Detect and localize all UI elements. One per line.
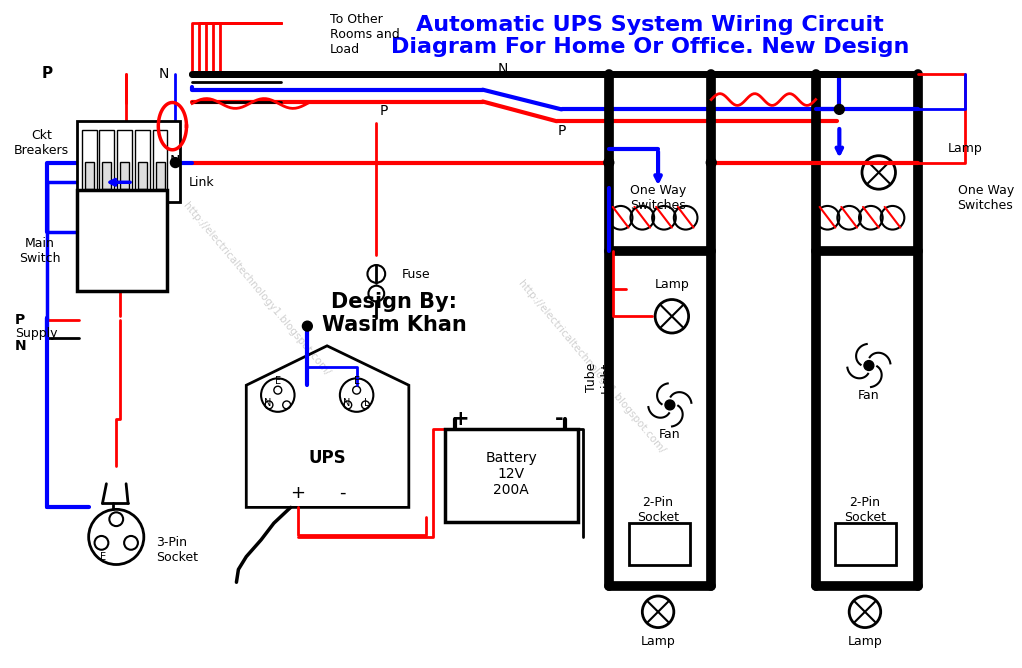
Text: -: - xyxy=(339,484,346,502)
Bar xyxy=(118,130,132,194)
Bar xyxy=(446,429,578,522)
Text: Lamp: Lamp xyxy=(654,279,689,291)
Text: UPS: UPS xyxy=(309,449,345,467)
Text: N: N xyxy=(265,398,272,408)
Text: Fuse: Fuse xyxy=(402,269,430,281)
Bar xyxy=(99,130,114,194)
Text: 3-Pin
Socket: 3-Pin Socket xyxy=(155,536,197,564)
Circle shape xyxy=(706,158,716,168)
Text: http://electricaltechnology1.blogspot.com/: http://electricaltechnology1.blogspot.co… xyxy=(181,200,331,377)
Text: Fan: Fan xyxy=(659,428,681,441)
Bar xyxy=(82,130,96,194)
Text: N: N xyxy=(170,154,180,168)
Text: Fan: Fan xyxy=(858,389,880,401)
Text: Diagram For Home Or Office. New Design: Diagram For Home Or Office. New Design xyxy=(391,37,910,57)
Circle shape xyxy=(171,158,180,168)
Text: E: E xyxy=(275,376,281,386)
Text: Link: Link xyxy=(189,176,215,189)
Bar xyxy=(121,162,129,189)
Text: Tube
Light: Tube Light xyxy=(585,361,613,393)
Text: Lamp: Lamp xyxy=(847,635,882,648)
Text: Main
Switch: Main Switch xyxy=(18,237,60,265)
Text: -: - xyxy=(555,409,564,429)
Bar xyxy=(77,121,180,202)
Bar xyxy=(85,162,94,189)
Text: http://electricaltechnology1.blogspot.com/: http://electricaltechnology1.blogspot.co… xyxy=(516,279,666,456)
Text: P: P xyxy=(380,104,388,118)
Text: 2-Pin
Socket: 2-Pin Socket xyxy=(637,496,679,524)
Circle shape xyxy=(303,321,313,331)
Text: N: N xyxy=(159,67,170,81)
Circle shape xyxy=(665,400,675,410)
Text: E: E xyxy=(354,376,360,386)
Text: P: P xyxy=(42,66,53,81)
Text: Supply: Supply xyxy=(14,327,57,339)
Bar xyxy=(155,162,165,189)
Text: L: L xyxy=(364,398,369,408)
Text: Lamp: Lamp xyxy=(947,142,982,155)
Text: P: P xyxy=(14,313,25,327)
Bar xyxy=(152,130,168,194)
Circle shape xyxy=(864,361,874,371)
Bar xyxy=(77,190,168,291)
Text: +: + xyxy=(290,484,305,502)
Bar xyxy=(629,523,690,564)
Text: N: N xyxy=(14,339,27,353)
Text: To Other
Rooms and
Load: To Other Rooms and Load xyxy=(330,13,400,56)
Text: N: N xyxy=(343,398,351,408)
Bar xyxy=(102,162,111,189)
Circle shape xyxy=(834,104,844,114)
Bar xyxy=(835,523,896,564)
Text: Design By:
Wasim Khan: Design By: Wasim Khan xyxy=(322,292,466,335)
Text: 2-Pin
Socket: 2-Pin Socket xyxy=(844,496,886,524)
Text: +: + xyxy=(452,409,470,429)
Text: Battery
12V
200A: Battery 12V 200A xyxy=(485,451,538,497)
Bar xyxy=(135,130,150,194)
Text: Automatic UPS System Wiring Circuit: Automatic UPS System Wiring Circuit xyxy=(416,15,884,35)
Text: E: E xyxy=(100,552,106,562)
Bar xyxy=(138,162,147,189)
Circle shape xyxy=(604,158,614,168)
Text: Lamp: Lamp xyxy=(641,635,676,648)
Text: One Way
Switches: One Way Switches xyxy=(958,184,1014,212)
Text: Ckt
Breakers: Ckt Breakers xyxy=(14,129,68,157)
Text: One Way
Switches: One Way Switches xyxy=(630,184,686,212)
Text: N: N xyxy=(498,62,508,76)
Text: P: P xyxy=(557,124,566,138)
